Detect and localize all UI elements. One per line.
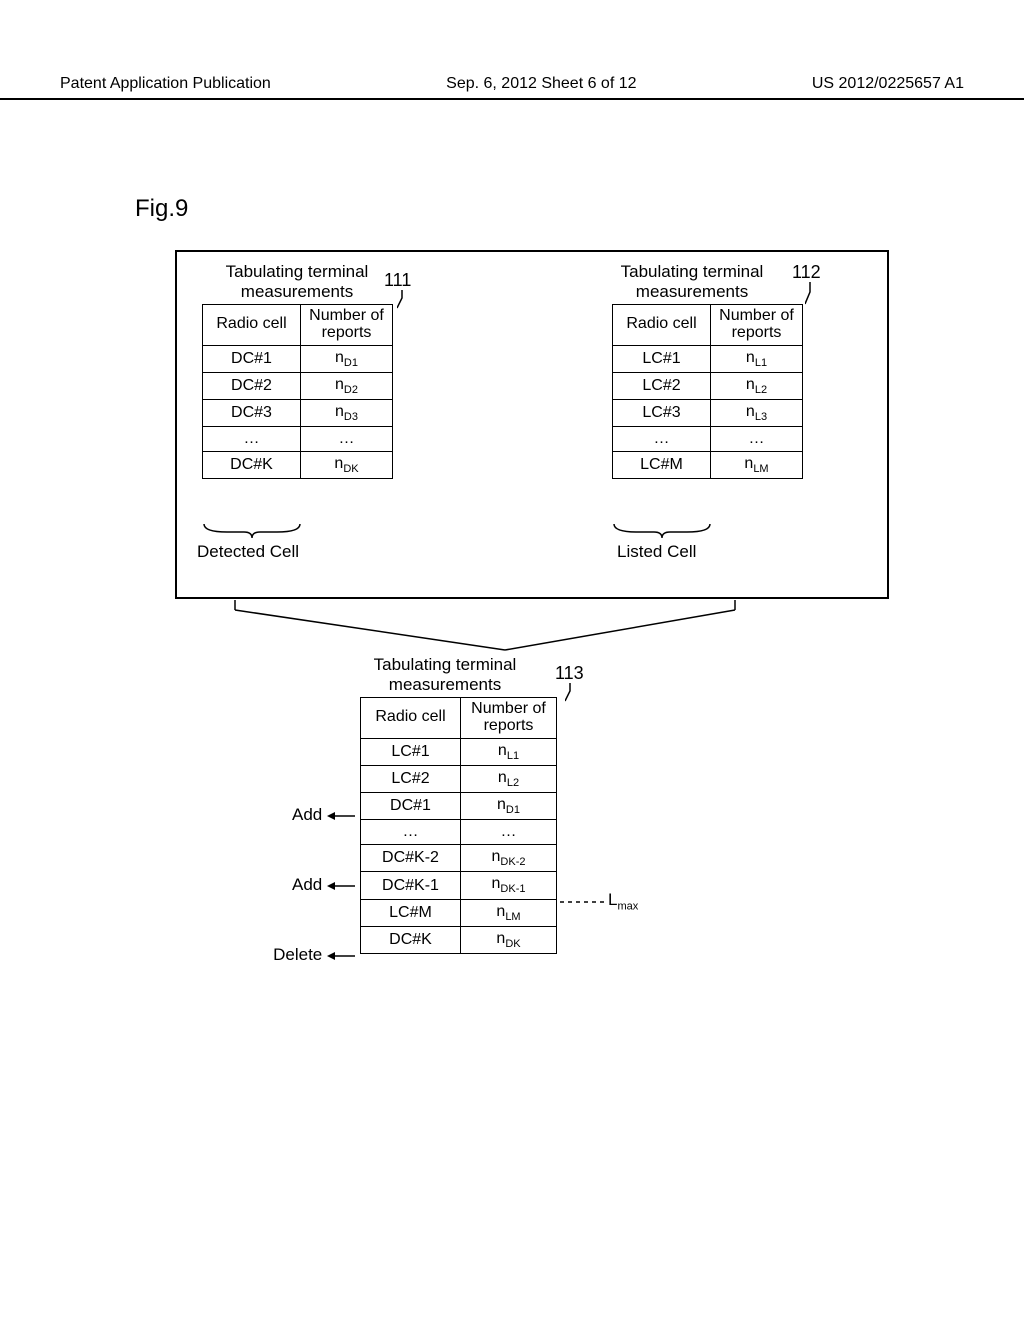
table-113: Radio cell Number of reports LC#1nL1 LC#… — [360, 697, 557, 954]
title-line: measurements — [389, 675, 501, 694]
text: max — [617, 900, 638, 912]
col-header: Number of reports — [461, 698, 557, 739]
col-header: Number of reports — [711, 305, 803, 346]
table-row: DC#K-2nDK-2 — [361, 845, 557, 872]
ref-113: 113 — [555, 663, 584, 684]
diagram-outer-box: Tabulating terminal measurements 111 Rad… — [175, 250, 889, 599]
arrow-left-icon — [327, 880, 355, 892]
table-row: LC#2nL2 — [613, 372, 803, 399]
table-row: LC#2nL2 — [361, 765, 557, 792]
table-111-group: Tabulating terminal measurements 111 Rad… — [202, 262, 393, 479]
table-row: LC#3nL3 — [613, 400, 803, 427]
text: reports — [322, 324, 372, 341]
add-label-2: Add — [275, 875, 355, 895]
add-label-1: Add — [275, 805, 355, 825]
table-row: LC#MnLM — [361, 899, 557, 926]
table-row: DC#KnDK — [361, 926, 557, 953]
title-line: Tabulating terminal — [226, 262, 369, 281]
brace-icon — [612, 522, 712, 540]
header-right: US 2012/0225657 A1 — [812, 75, 964, 93]
table-113-title: Tabulating terminal measurements — [360, 655, 530, 694]
table-111: Radio cell Number of reports DC#1nD1 DC#… — [202, 304, 393, 479]
col-header: Number of reports — [301, 305, 393, 346]
lmax-dash-icon — [560, 898, 610, 906]
detected-cell-label: Detected Cell — [197, 542, 299, 562]
ref-111: 111 — [384, 270, 411, 291]
table-111-title: Tabulating terminal measurements — [202, 262, 392, 301]
text: Number of — [309, 307, 384, 324]
ref-112: 112 — [792, 262, 821, 283]
table-row: LC#MnLM — [613, 452, 803, 479]
title-line: Tabulating terminal — [374, 655, 517, 674]
leader-line-icon — [565, 683, 585, 703]
table-row: DC#KnDK — [203, 452, 393, 479]
delete-label: Delete — [255, 945, 355, 965]
table-row: DC#1nD1 — [361, 793, 557, 820]
arrow-left-icon — [327, 810, 355, 822]
table-112: Radio cell Number of reports LC#1nL1 LC#… — [612, 304, 803, 479]
text: Add — [292, 805, 322, 824]
table-row: DC#K-1nDK-1 — [361, 872, 557, 899]
leader-line-icon — [805, 282, 825, 307]
text: Number of — [719, 307, 794, 324]
text: Delete — [273, 945, 322, 964]
listed-cell-label: Listed Cell — [617, 542, 696, 562]
text: Add — [292, 875, 322, 894]
table-113-group: Tabulating terminal measurements 113 Rad… — [360, 655, 557, 954]
text: Number of — [471, 700, 546, 717]
lmax-label: Lmax — [608, 890, 638, 912]
table-row: DC#2nD2 — [203, 372, 393, 399]
table-row: DC#1nD1 — [203, 345, 393, 372]
col-header: Radio cell — [613, 305, 711, 346]
table-112-group: Tabulating terminal measurements 112 Rad… — [527, 262, 803, 479]
arrow-left-icon — [327, 950, 355, 962]
merge-lines-icon — [175, 595, 885, 655]
text: reports — [484, 717, 534, 734]
table-row: …… — [613, 427, 803, 452]
title-line: measurements — [636, 282, 748, 301]
figure-label: Fig.9 — [135, 195, 188, 223]
table-row: DC#3nD3 — [203, 400, 393, 427]
table-112-title: Tabulating terminal measurements — [527, 262, 797, 301]
col-header: Radio cell — [361, 698, 461, 739]
col-header: Radio cell — [203, 305, 301, 346]
page-header: Patent Application Publication Sep. 6, 2… — [0, 75, 1024, 100]
title-line: measurements — [241, 282, 353, 301]
title-line: Tabulating terminal — [621, 262, 764, 281]
text: reports — [732, 324, 782, 341]
table-row: …… — [361, 820, 557, 845]
table-row: LC#1nL1 — [613, 345, 803, 372]
header-left: Patent Application Publication — [60, 75, 271, 93]
leader-line-icon — [397, 290, 417, 310]
table-row: …… — [203, 427, 393, 452]
brace-icon — [202, 522, 302, 540]
header-mid: Sep. 6, 2012 Sheet 6 of 12 — [446, 75, 636, 93]
table-row: LC#1nL1 — [361, 738, 557, 765]
